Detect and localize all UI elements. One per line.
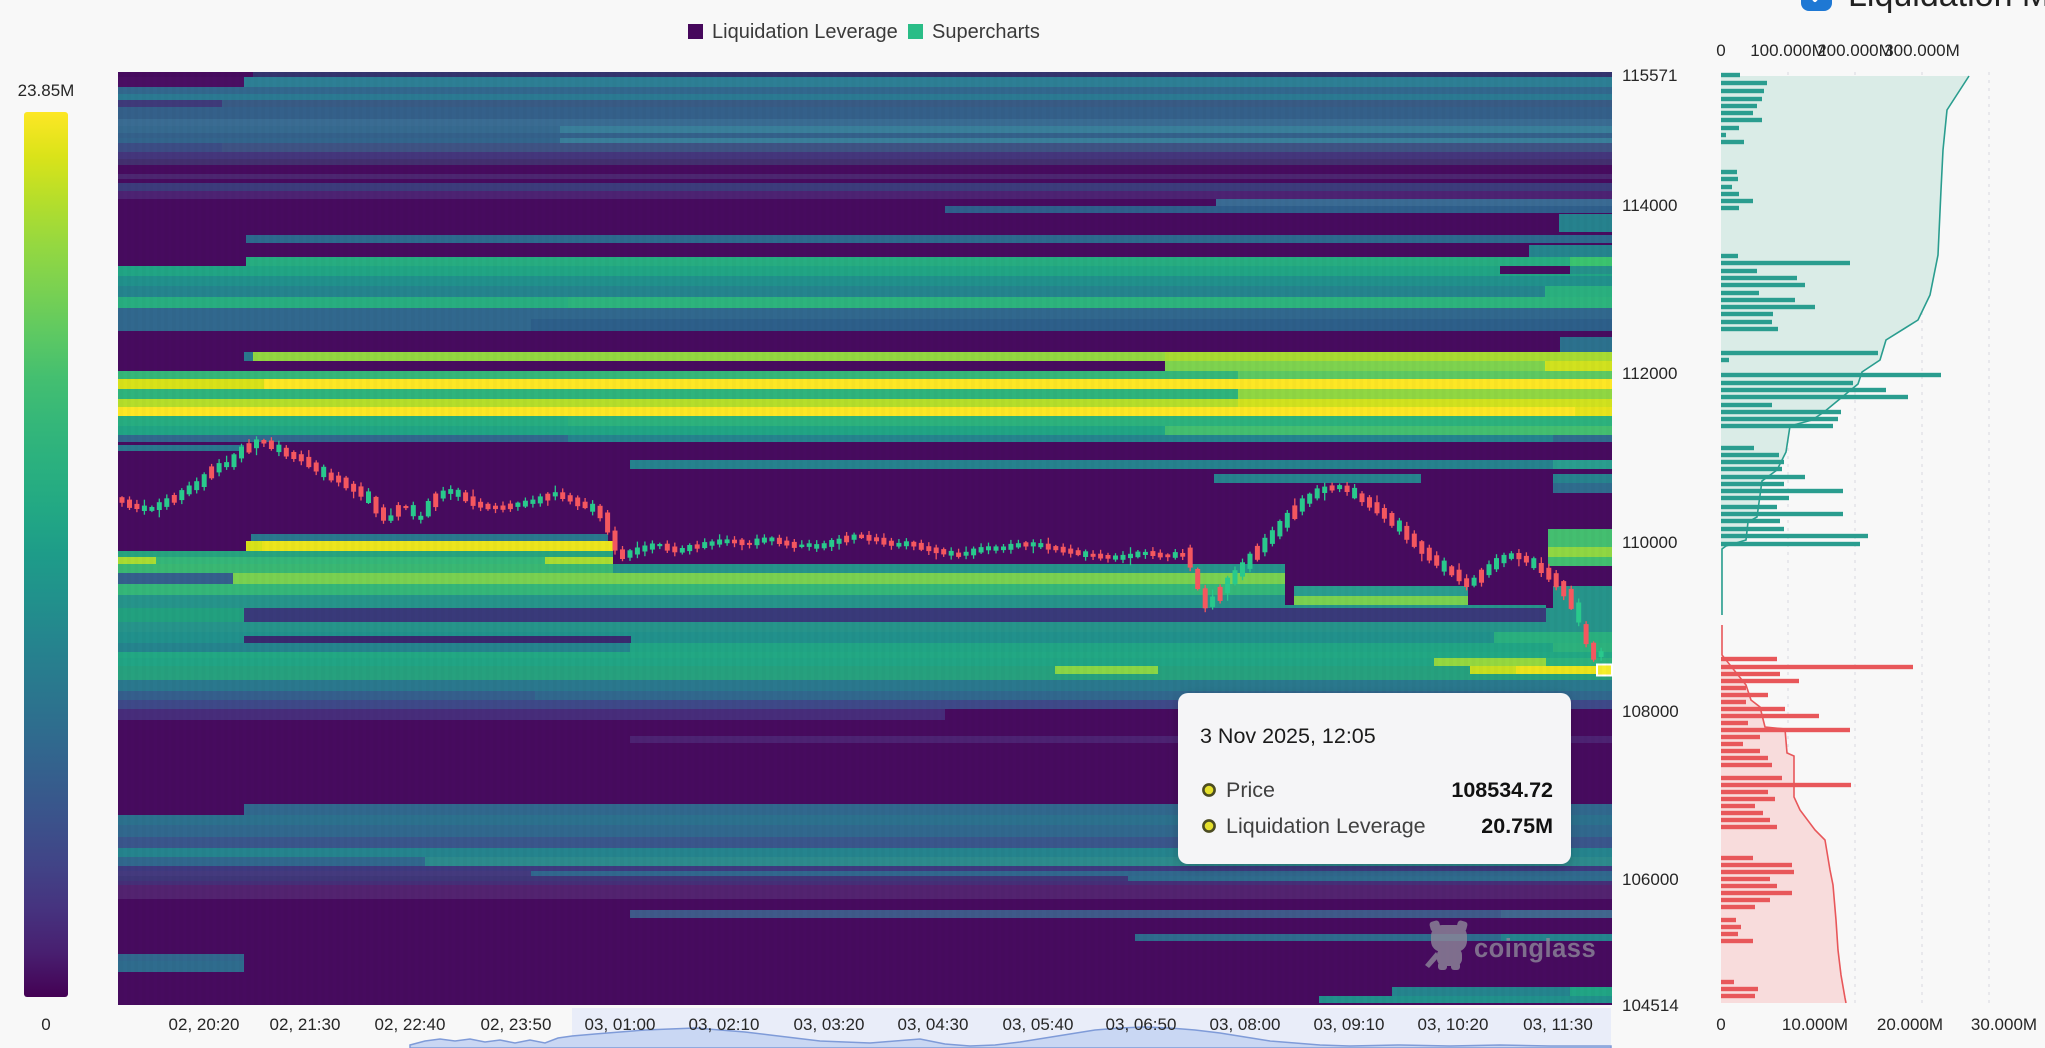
svg-text:03, 11:30: 03, 11:30	[1523, 1015, 1593, 1034]
svg-text:20.000M: 20.000M	[1877, 1015, 1943, 1034]
svg-text:20.75M: 20.75M	[1481, 814, 1553, 838]
svg-text:100.000M: 100.000M	[1750, 41, 1826, 60]
svg-text:Supercharts: Supercharts	[932, 21, 1040, 43]
svg-text:03, 08:00: 03, 08:00	[1210, 1015, 1281, 1034]
svg-text:10.000M: 10.000M	[1782, 1015, 1848, 1034]
svg-text:23.85M: 23.85M	[18, 81, 75, 100]
svg-text:02, 21:30: 02, 21:30	[270, 1015, 341, 1034]
svg-text:02, 22:40: 02, 22:40	[375, 1015, 446, 1034]
svg-text:03, 03:20: 03, 03:20	[794, 1015, 865, 1034]
svg-text:03, 05:40: 03, 05:40	[1003, 1015, 1074, 1034]
svg-text:03, 10:20: 03, 10:20	[1418, 1015, 1489, 1034]
svg-text:03, 04:30: 03, 04:30	[898, 1015, 969, 1034]
svg-text:03, 06:50: 03, 06:50	[1106, 1015, 1177, 1034]
svg-text:112000: 112000	[1622, 364, 1677, 383]
svg-text:03, 01:00: 03, 01:00	[585, 1015, 656, 1034]
svg-text:Liquidation Leverage: Liquidation Leverage	[1226, 814, 1426, 838]
svg-text:0: 0	[1716, 1015, 1725, 1034]
svg-text:coinglass: coinglass	[1474, 935, 1596, 963]
svg-text:104514: 104514	[1622, 996, 1679, 1015]
svg-text:0: 0	[1716, 41, 1725, 60]
svg-text:108534.72: 108534.72	[1451, 778, 1553, 802]
svg-text:200.000M: 200.000M	[1817, 41, 1893, 60]
svg-text:110000: 110000	[1622, 533, 1677, 552]
svg-text:30.000M: 30.000M	[1971, 1015, 2037, 1034]
svg-text:03, 09:10: 03, 09:10	[1314, 1015, 1385, 1034]
svg-text:Liquidation Leverage: Liquidation Leverage	[712, 21, 898, 43]
svg-text:300.000M: 300.000M	[1884, 41, 1960, 60]
svg-text:02, 20:20: 02, 20:20	[169, 1015, 240, 1034]
svg-text:106000: 106000	[1622, 870, 1679, 889]
svg-text:3 Nov 2025, 12:05: 3 Nov 2025, 12:05	[1200, 724, 1376, 748]
svg-text:115571: 115571	[1622, 66, 1677, 85]
svg-text:03, 02:10: 03, 02:10	[689, 1015, 760, 1034]
svg-text:114000: 114000	[1622, 196, 1677, 215]
svg-text:02, 23:50: 02, 23:50	[481, 1015, 552, 1034]
svg-text:Price: Price	[1226, 778, 1275, 802]
svg-text:Liquidation Map: Liquidation Map	[1848, 0, 2045, 14]
svg-text:108000: 108000	[1622, 702, 1679, 721]
svg-text:0: 0	[41, 1015, 50, 1034]
